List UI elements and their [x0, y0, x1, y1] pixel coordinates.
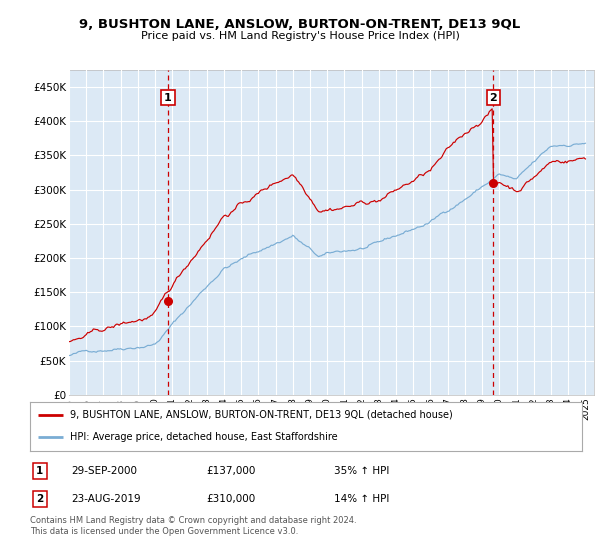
Text: 9, BUSHTON LANE, ANSLOW, BURTON-ON-TRENT, DE13 9QL (detached house): 9, BUSHTON LANE, ANSLOW, BURTON-ON-TRENT… — [70, 410, 452, 420]
Text: HPI: Average price, detached house, East Staffordshire: HPI: Average price, detached house, East… — [70, 432, 337, 442]
Text: 29-SEP-2000: 29-SEP-2000 — [71, 466, 137, 475]
Text: 1: 1 — [164, 92, 172, 102]
Text: 9, BUSHTON LANE, ANSLOW, BURTON-ON-TRENT, DE13 9QL: 9, BUSHTON LANE, ANSLOW, BURTON-ON-TRENT… — [79, 18, 521, 31]
Text: 2: 2 — [37, 494, 44, 503]
Text: Contains HM Land Registry data © Crown copyright and database right 2024.
This d: Contains HM Land Registry data © Crown c… — [30, 516, 356, 536]
Text: 2: 2 — [490, 92, 497, 102]
Text: 14% ↑ HPI: 14% ↑ HPI — [334, 494, 389, 503]
Text: 35% ↑ HPI: 35% ↑ HPI — [334, 466, 389, 475]
Text: £310,000: £310,000 — [206, 494, 256, 503]
Text: Price paid vs. HM Land Registry's House Price Index (HPI): Price paid vs. HM Land Registry's House … — [140, 31, 460, 41]
Text: 23-AUG-2019: 23-AUG-2019 — [71, 494, 141, 503]
Text: 1: 1 — [37, 466, 44, 475]
Text: £137,000: £137,000 — [206, 466, 256, 475]
